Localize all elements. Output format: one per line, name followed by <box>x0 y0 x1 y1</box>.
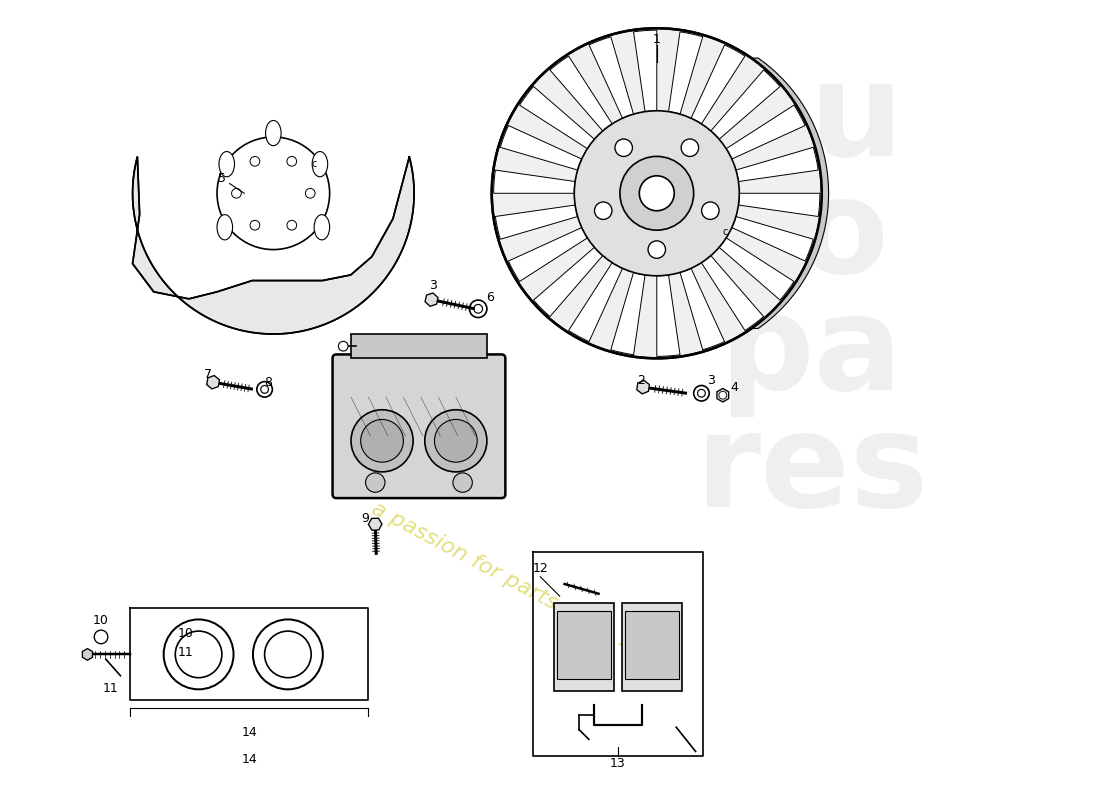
Text: 10: 10 <box>178 626 194 639</box>
Text: 14: 14 <box>241 753 257 766</box>
Circle shape <box>425 410 487 472</box>
Ellipse shape <box>312 151 328 177</box>
Wedge shape <box>494 170 575 194</box>
Wedge shape <box>736 147 818 182</box>
Wedge shape <box>500 126 582 170</box>
Circle shape <box>261 386 268 394</box>
Circle shape <box>492 28 822 358</box>
Polygon shape <box>717 389 728 402</box>
Wedge shape <box>610 273 645 354</box>
Circle shape <box>474 305 483 313</box>
Text: 11: 11 <box>178 646 194 659</box>
Bar <box>621 603 682 690</box>
Polygon shape <box>207 375 220 389</box>
Circle shape <box>702 202 719 219</box>
Text: 5: 5 <box>218 172 226 186</box>
Circle shape <box>648 241 666 258</box>
Text: 6: 6 <box>486 290 494 304</box>
Text: 3: 3 <box>430 279 438 292</box>
Circle shape <box>615 139 632 157</box>
Text: c: c <box>722 227 727 237</box>
Circle shape <box>365 473 385 492</box>
Wedge shape <box>691 45 745 124</box>
Circle shape <box>250 220 260 230</box>
Ellipse shape <box>217 214 232 240</box>
Circle shape <box>694 386 710 401</box>
Bar <box>557 611 612 679</box>
Text: c: c <box>311 159 317 169</box>
Wedge shape <box>738 194 820 217</box>
Wedge shape <box>732 217 813 261</box>
Wedge shape <box>711 70 780 139</box>
Ellipse shape <box>315 214 330 240</box>
Wedge shape <box>702 256 763 330</box>
Bar <box>554 603 614 690</box>
Circle shape <box>470 300 487 318</box>
Wedge shape <box>550 56 613 131</box>
Circle shape <box>339 342 348 351</box>
Polygon shape <box>751 58 828 329</box>
FancyBboxPatch shape <box>332 354 505 498</box>
Wedge shape <box>534 247 603 317</box>
Polygon shape <box>637 381 649 394</box>
Circle shape <box>681 139 698 157</box>
Text: 9: 9 <box>362 512 370 525</box>
Wedge shape <box>726 105 805 159</box>
Circle shape <box>453 473 472 492</box>
Circle shape <box>217 137 330 250</box>
Polygon shape <box>133 157 414 334</box>
Circle shape <box>287 157 297 166</box>
Wedge shape <box>569 262 623 342</box>
Text: 4: 4 <box>730 381 738 394</box>
Text: 14: 14 <box>241 726 257 738</box>
Wedge shape <box>508 227 587 282</box>
Circle shape <box>574 110 739 276</box>
Text: 8: 8 <box>264 376 273 389</box>
Text: a passion for parts since 1985: a passion for parts since 1985 <box>367 498 674 674</box>
Circle shape <box>306 189 315 198</box>
Circle shape <box>287 220 297 230</box>
Wedge shape <box>657 275 680 356</box>
Polygon shape <box>368 518 382 530</box>
Bar <box>625 611 679 679</box>
Text: 11: 11 <box>103 682 119 695</box>
Bar <box>351 334 487 358</box>
Ellipse shape <box>265 121 282 146</box>
Polygon shape <box>425 293 438 306</box>
Circle shape <box>594 202 612 219</box>
Circle shape <box>639 176 674 210</box>
Wedge shape <box>719 238 794 300</box>
Wedge shape <box>634 30 657 112</box>
Text: 2: 2 <box>637 374 646 387</box>
Circle shape <box>361 419 404 462</box>
Circle shape <box>719 391 727 399</box>
Circle shape <box>232 189 241 198</box>
Ellipse shape <box>219 151 234 177</box>
Wedge shape <box>495 205 578 239</box>
Wedge shape <box>669 32 703 114</box>
Circle shape <box>256 382 273 397</box>
Text: 10: 10 <box>94 614 109 627</box>
Text: 7: 7 <box>205 368 212 382</box>
Circle shape <box>250 157 260 166</box>
Text: 12: 12 <box>532 562 548 575</box>
Wedge shape <box>519 86 594 149</box>
Text: 13: 13 <box>610 757 626 770</box>
Wedge shape <box>588 37 634 118</box>
Circle shape <box>434 419 477 462</box>
Polygon shape <box>82 649 92 660</box>
Text: eu
ro
pa
res: eu ro pa res <box>695 56 928 534</box>
Circle shape <box>351 410 414 472</box>
Circle shape <box>697 390 705 397</box>
Circle shape <box>620 156 694 230</box>
Wedge shape <box>680 268 725 350</box>
Text: 3: 3 <box>707 374 715 387</box>
Text: 1: 1 <box>652 34 661 46</box>
